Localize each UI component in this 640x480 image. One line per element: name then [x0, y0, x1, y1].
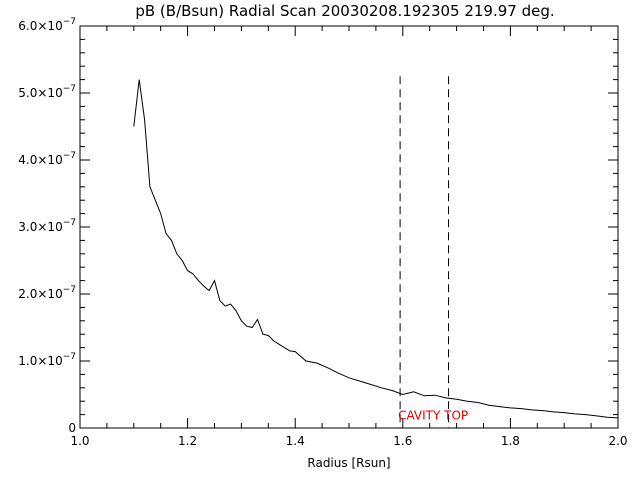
y-tick-label: 1.0×10−7	[18, 352, 76, 368]
y-tick-label: 3.0×10−7	[18, 218, 76, 234]
x-axis-label: Radius [Rsun]	[307, 456, 390, 470]
cavity-markers	[399, 76, 450, 428]
x-tick-label: 1.8	[501, 434, 520, 448]
cavity-top-label: CAVITY TOP	[398, 409, 468, 423]
series-group	[133, 79, 619, 419]
x-tick-label: 1.6	[393, 434, 412, 448]
y-tick-label: 5.0×10−7	[18, 84, 76, 100]
x-tick-label: 1.4	[286, 434, 305, 448]
x-tick-label: 2.0	[608, 434, 627, 448]
y-tick-label: 2.0×10−7	[18, 285, 76, 301]
plot-frame	[79, 25, 619, 429]
x-tick-label: 1.2	[178, 434, 197, 448]
series-line	[133, 79, 619, 419]
x-axis: 1.0 1.2 1.4 1.6 1.8 2.0	[70, 26, 628, 448]
chart-title: pB (B/Bsun) Radial Scan 20030208.192305 …	[135, 2, 554, 20]
y-tick-label: 4.0×10−7	[18, 151, 76, 167]
y-tick-label: 6.0×10−7	[18, 17, 76, 33]
y-tick-label: 0	[68, 421, 76, 435]
y-axis: 0 1.0×10−7 2.0×10−7 3.0×10−7 4.0×10−7 5.0×10−…	[18, 17, 618, 435]
x-tick-label: 1.0	[70, 434, 89, 448]
